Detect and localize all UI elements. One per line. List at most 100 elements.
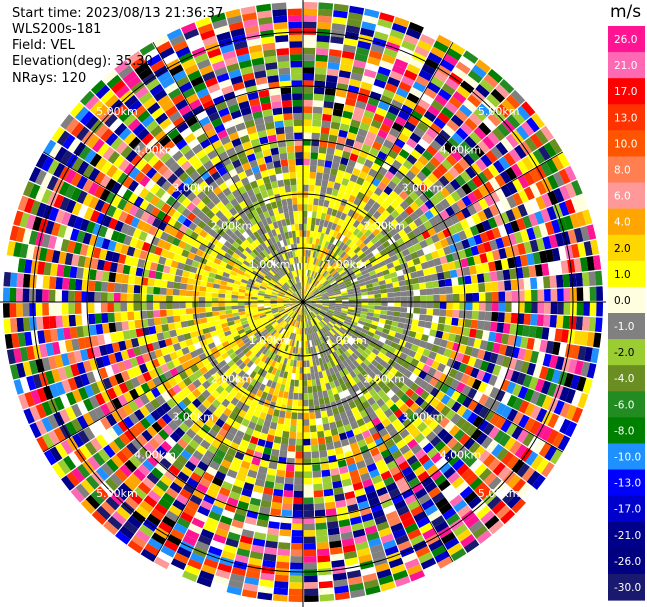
ppi-gate — [313, 483, 323, 491]
ppi-gate — [439, 339, 448, 348]
ppi-gate — [359, 560, 374, 570]
ppi-gate — [451, 401, 462, 413]
ppi-gate — [544, 445, 558, 461]
ppi-gate — [523, 241, 533, 254]
ppi-gate — [551, 369, 562, 384]
ppi-gate — [318, 2, 334, 11]
ppi-gate — [402, 517, 416, 528]
ppi-gate — [309, 299, 316, 302]
ppi-gate — [501, 99, 516, 114]
ppi-gate — [545, 158, 559, 174]
ppi-gate — [306, 263, 309, 270]
ppi-gate — [335, 265, 342, 272]
ppi-gate — [321, 416, 329, 425]
ppi-gate — [329, 319, 336, 325]
ppi-gate — [22, 288, 30, 302]
ppi-gate — [294, 306, 299, 313]
ppi-gate — [487, 457, 501, 472]
ppi-gate — [338, 518, 351, 528]
ppi-gate — [151, 532, 167, 545]
ppi-gate — [303, 386, 308, 394]
ppi-gate — [160, 545, 176, 558]
ppi-gate — [218, 310, 226, 316]
ppi-gate — [539, 250, 548, 264]
ppi-gate — [345, 373, 353, 381]
ppi-gate — [329, 329, 336, 336]
ppi-gate — [228, 426, 238, 436]
ppi-gate — [509, 323, 518, 335]
ppi-gate — [392, 233, 402, 242]
ppi-gate — [489, 321, 498, 332]
ppi-gate — [304, 556, 317, 563]
ppi-gate — [244, 302, 251, 306]
ppi-gate — [436, 248, 446, 258]
ppi-gate — [264, 364, 271, 372]
ppi-gate — [367, 290, 375, 295]
ppi-gate — [564, 165, 577, 182]
ppi-gate — [525, 451, 539, 466]
ppi-gate — [424, 481, 438, 493]
ppi-gate — [151, 485, 165, 498]
ppi-gate — [274, 361, 280, 369]
ppi-gate — [426, 464, 439, 476]
ppi-gate — [309, 165, 317, 173]
ppi-gate — [317, 259, 322, 267]
ppi-gate — [362, 14, 378, 25]
ppi-gate — [423, 563, 440, 576]
ppi-gate — [334, 585, 349, 594]
ppi-gate — [297, 321, 300, 328]
ppi-gate — [328, 134, 338, 143]
ppi-gate — [420, 295, 427, 302]
ppi-gate — [484, 282, 492, 292]
ppi-gate — [303, 210, 308, 218]
ppi-gate — [313, 339, 318, 347]
ppi-gate — [559, 185, 571, 201]
ppi-gate — [335, 303, 343, 306]
ppi-gate — [441, 159, 453, 171]
ppi-gate — [368, 371, 377, 380]
ppi-gate — [325, 368, 332, 377]
ppi-gate — [399, 200, 410, 210]
ppi-gate — [335, 332, 342, 339]
ppi-gate — [495, 504, 511, 520]
ppi-gate — [460, 335, 469, 346]
ppi-gate — [280, 443, 288, 452]
ppi-gate — [386, 287, 394, 293]
ppi-gate — [520, 121, 535, 137]
ppi-gate — [514, 144, 527, 160]
ppi-gate — [381, 218, 390, 228]
ppi-gate — [366, 287, 374, 292]
ppi-gate — [323, 376, 330, 384]
ppi-gate — [475, 222, 486, 234]
ppi-gate — [317, 337, 322, 345]
ppi-gate — [338, 269, 346, 276]
ppi-gate — [371, 141, 383, 151]
ppi-gate — [439, 416, 450, 428]
ppi-gate — [365, 279, 373, 285]
ppi-gate — [536, 314, 544, 327]
ppi-gate — [329, 360, 336, 368]
ppi-gate — [475, 158, 488, 171]
ppi-gate — [345, 138, 355, 147]
ppi-gate — [146, 513, 161, 527]
ppi-gate — [401, 347, 411, 355]
ppi-gate — [314, 345, 320, 353]
ppi-gate — [371, 416, 382, 426]
ppi-gate — [582, 377, 593, 394]
ppi-gate — [359, 285, 367, 290]
ppi-gate — [422, 459, 435, 471]
ppi-gate — [320, 328, 326, 335]
ppi-gate — [281, 329, 287, 336]
ppi-gate — [286, 317, 292, 324]
ppi-gate — [287, 451, 296, 459]
ppi-gate — [391, 449, 403, 460]
ppi-gate — [299, 314, 301, 322]
ppi-gate — [331, 335, 338, 343]
ppi-gate — [477, 381, 488, 394]
ppi-gate — [407, 438, 418, 450]
ppi-gate — [320, 335, 326, 343]
ppi-gate — [334, 307, 342, 310]
ppi-gate — [349, 275, 357, 281]
ppi-gate — [510, 163, 523, 178]
